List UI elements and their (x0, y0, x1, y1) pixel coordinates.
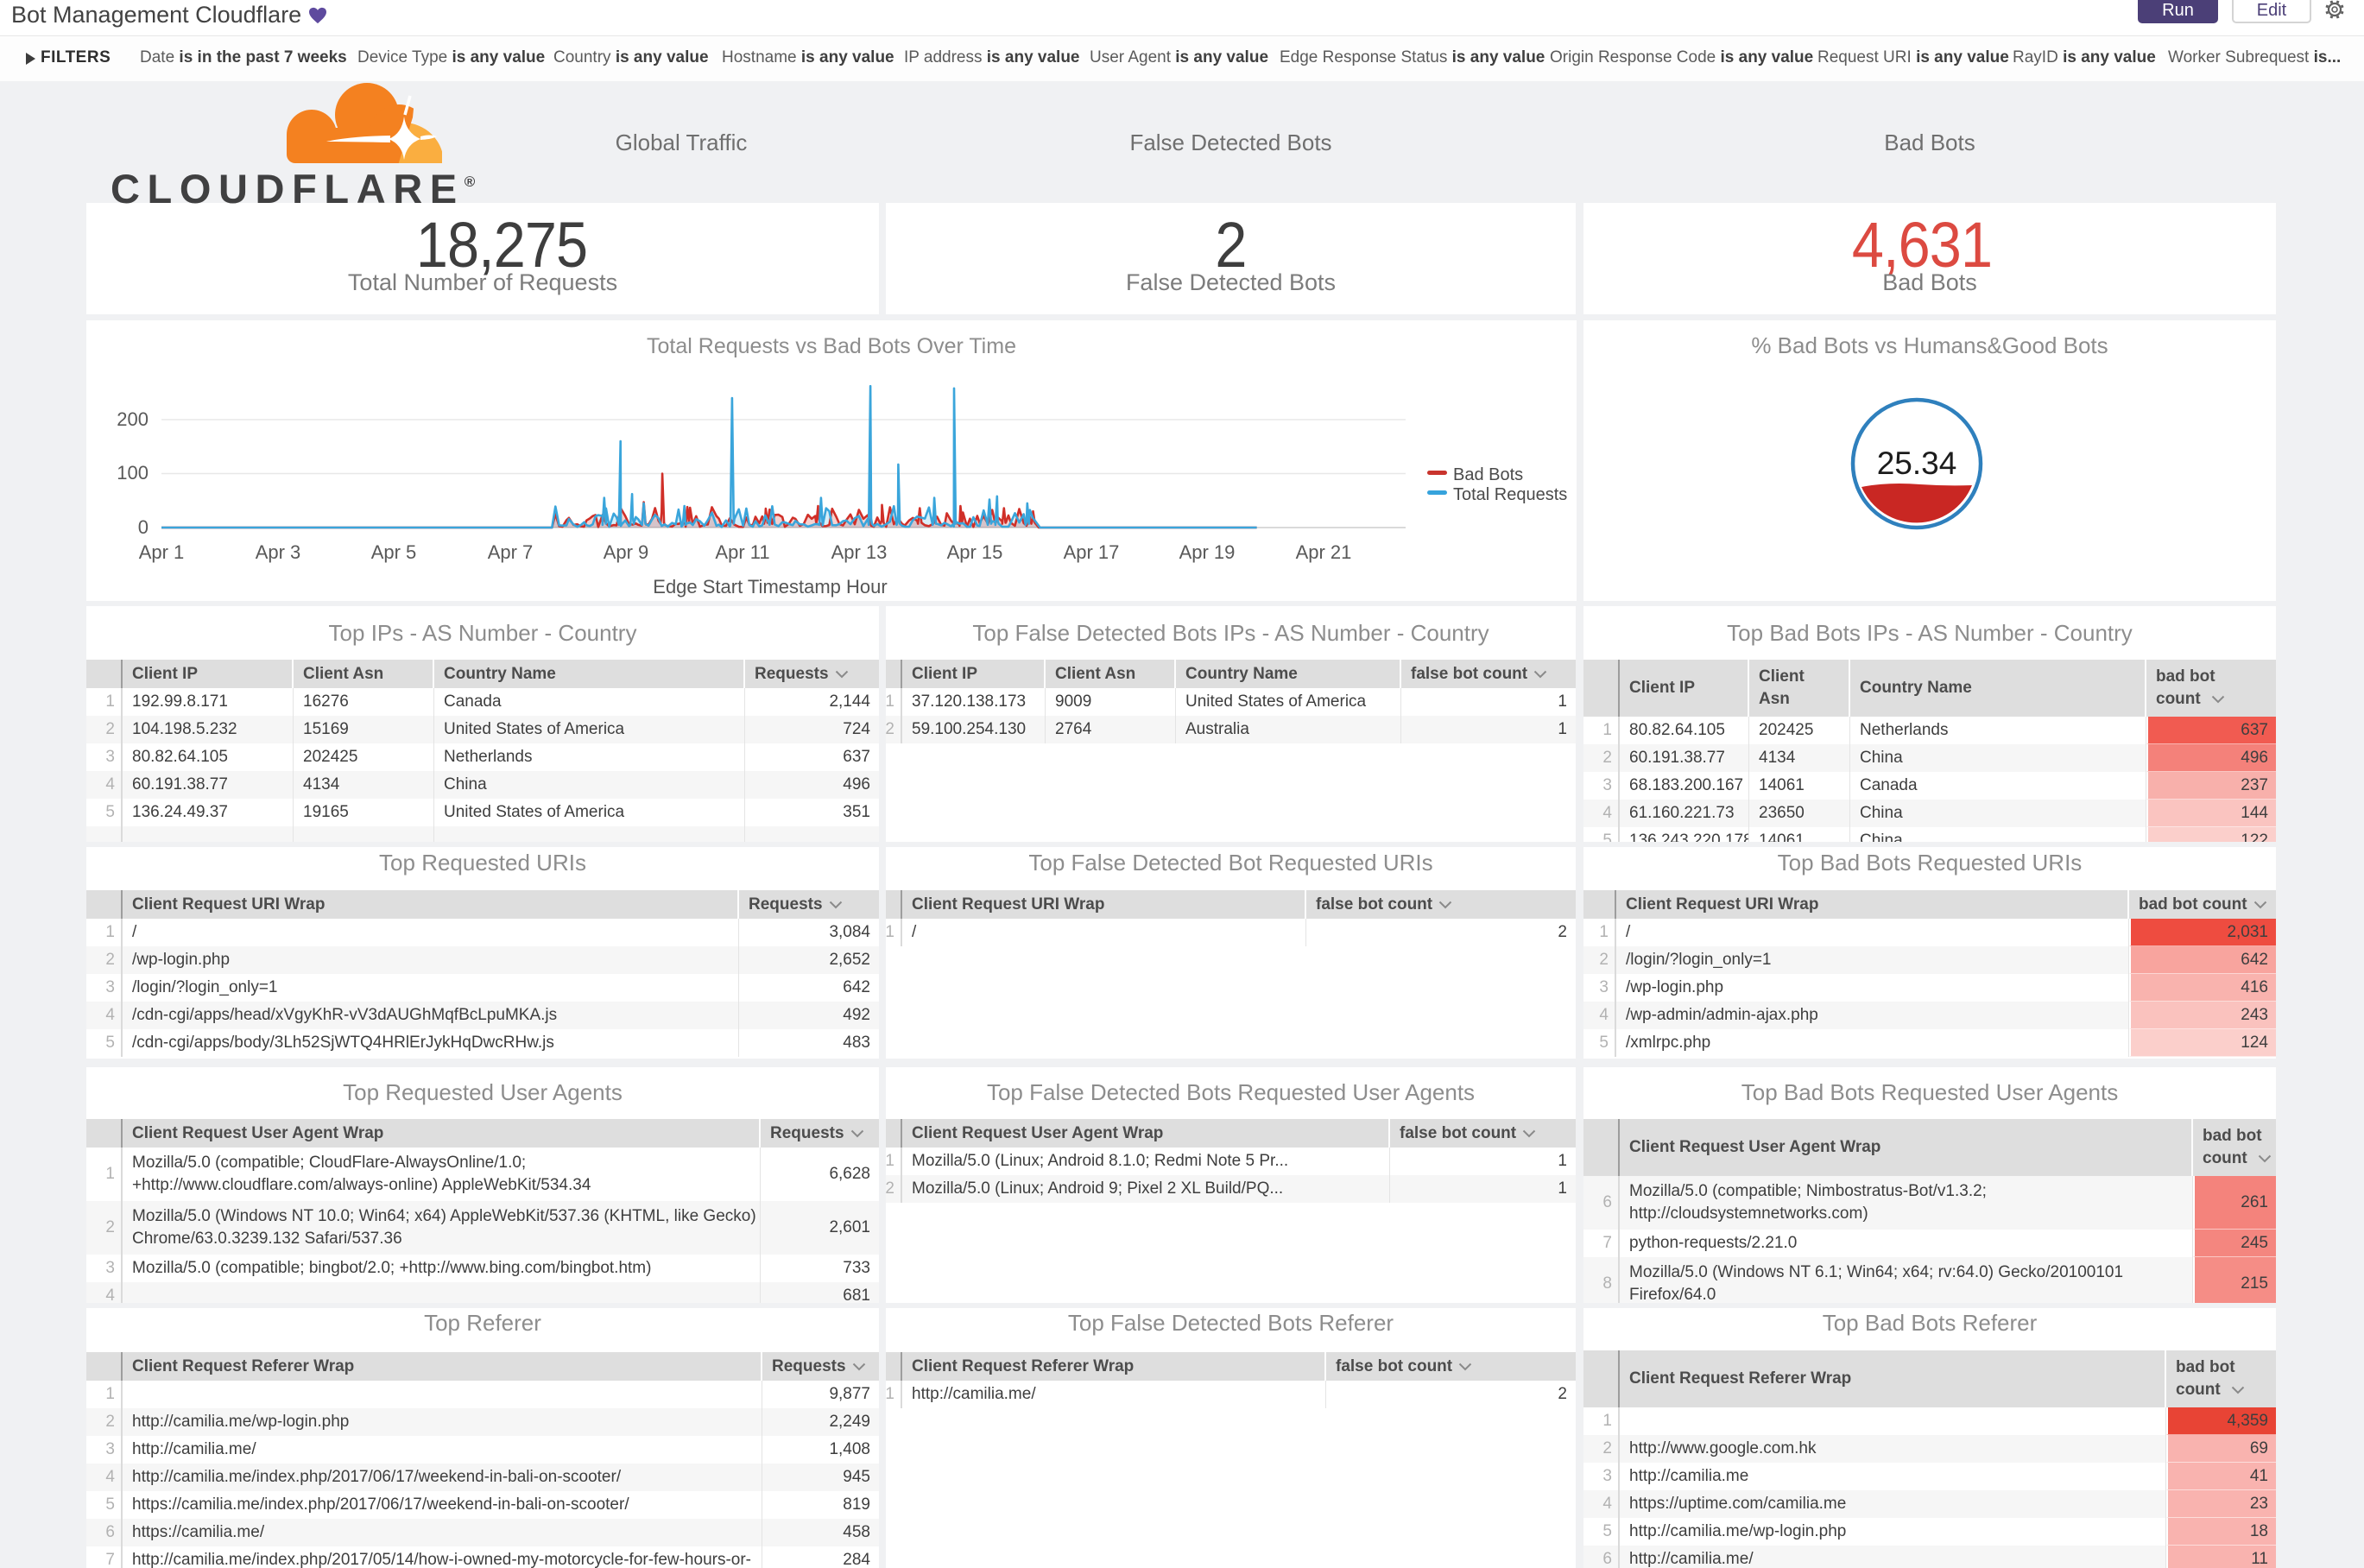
svg-text:Apr 19: Apr 19 (1179, 541, 1236, 563)
svg-text:100: 100 (117, 462, 149, 484)
svg-text:Apr 3: Apr 3 (256, 541, 301, 563)
svg-text:Edge Start Timestamp Hour: Edge Start Timestamp Hour (653, 576, 887, 597)
svg-text:0: 0 (138, 516, 149, 538)
svg-text:Apr 17: Apr 17 (1064, 541, 1120, 563)
svg-text:Apr 15: Apr 15 (947, 541, 1003, 563)
svg-text:Total Requests: Total Requests (1453, 485, 1567, 504)
svg-text:Bad Bots: Bad Bots (1453, 465, 1523, 484)
svg-text:Apr 1: Apr 1 (139, 541, 185, 563)
svg-text:Apr 9: Apr 9 (604, 541, 649, 563)
svg-text:Apr 5: Apr 5 (371, 541, 417, 563)
svg-text:Apr 21: Apr 21 (1296, 541, 1352, 563)
svg-text:% Bad Bots vs Humans&Good Bots: % Bad Bots vs Humans&Good Bots (1751, 332, 2108, 358)
svg-text:Apr 13: Apr 13 (831, 541, 888, 563)
svg-text:Apr 11: Apr 11 (715, 541, 769, 563)
svg-text:Apr 7: Apr 7 (488, 541, 534, 563)
svg-text:25.34: 25.34 (1877, 446, 1957, 481)
svg-text:200: 200 (117, 408, 149, 430)
svg-text:Total Requests vs Bad Bots Ove: Total Requests vs Bad Bots Over Time (647, 334, 1016, 358)
